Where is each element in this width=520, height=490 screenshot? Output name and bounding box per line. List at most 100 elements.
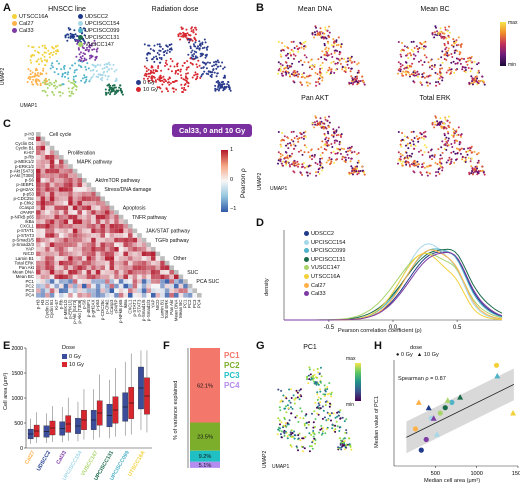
heatmap-col-label: IkBa	[123, 299, 128, 308]
heatmap-cell	[40, 187, 46, 192]
umap-point	[416, 70, 419, 73]
heatmap-cell	[178, 288, 184, 293]
umap-point	[354, 168, 357, 171]
umap-point	[165, 44, 168, 47]
umap-point	[459, 58, 462, 61]
heatmap-cell	[40, 247, 46, 252]
umap-point	[297, 437, 300, 440]
heatmap-cell	[128, 279, 133, 284]
heatmap-row-label: p-STAT3	[17, 233, 34, 238]
umap-point	[39, 84, 42, 87]
heatmap-cell	[36, 279, 41, 284]
heatmap-cell	[109, 210, 115, 215]
umap-point	[95, 75, 98, 78]
heatmap-cell	[68, 288, 73, 293]
umap-point	[330, 393, 332, 396]
umap-point	[317, 396, 320, 399]
umap-point	[293, 171, 296, 174]
heatmap-col-label: p-STAT1	[132, 299, 137, 316]
umap-point	[90, 44, 93, 47]
heatmap-cell	[146, 251, 151, 257]
umap-point	[71, 87, 74, 90]
umap-point	[448, 156, 451, 159]
heatmap-cell	[36, 150, 41, 155]
umap-point	[303, 54, 306, 57]
heatmap-cell	[95, 205, 101, 211]
heatmap-row-label: p-H3	[24, 132, 34, 137]
umap-point	[356, 153, 359, 156]
umap-point	[327, 418, 329, 421]
umap-point	[399, 53, 402, 56]
heatmap-cell	[146, 270, 151, 275]
heatmap-col-label: p-STAT3	[137, 299, 142, 316]
heatmap-cell	[54, 283, 59, 289]
umap-point	[80, 32, 83, 35]
heatmap-cell	[63, 237, 69, 243]
umap-point	[292, 40, 295, 43]
umap-point	[61, 83, 64, 86]
umap-point	[431, 122, 434, 125]
umap-point	[303, 423, 306, 425]
heatmap-cell	[63, 173, 69, 178]
umap-point	[350, 448, 353, 451]
umap-point	[441, 79, 444, 82]
umap-point	[39, 57, 42, 60]
heatmap-cell	[54, 279, 59, 284]
umap-point	[217, 61, 220, 64]
heatmap-col-label: NICD	[155, 300, 160, 311]
umap-point	[315, 26, 317, 29]
heatmap-cell	[114, 293, 119, 298]
umap-point	[332, 60, 335, 63]
umap-point	[455, 57, 458, 60]
umap-point	[330, 143, 333, 145]
heatmap-cell	[91, 214, 96, 220]
heatmap-cell	[155, 288, 161, 293]
umap-point	[181, 27, 184, 30]
umap-point	[337, 148, 340, 151]
umap-point	[325, 136, 328, 139]
heatmap-cell	[63, 196, 69, 201]
heatmap-cell	[160, 256, 165, 261]
umap-point	[118, 86, 121, 89]
heatmap-cell	[123, 283, 128, 289]
heatmap-cell	[95, 233, 101, 238]
umap-point	[290, 433, 293, 436]
umap-point	[456, 152, 459, 155]
heatmap-cell	[114, 228, 119, 234]
umap-point	[292, 435, 295, 438]
colorbar-pearson	[221, 150, 228, 212]
umap-point	[41, 44, 44, 47]
umap-point	[327, 54, 330, 57]
umap-point	[330, 391, 333, 394]
heatmap-cell	[128, 256, 133, 261]
heatmap-cell	[49, 288, 55, 293]
umap-point	[399, 143, 402, 146]
umap-point	[316, 393, 319, 396]
umap-point	[84, 80, 87, 83]
umap-point	[435, 174, 438, 177]
heatmap-cell	[137, 279, 142, 284]
umap-point	[340, 441, 343, 444]
heatmap-cell	[86, 219, 92, 224]
umap-point	[194, 45, 197, 48]
heatmap-cell	[118, 274, 124, 280]
umap-point	[299, 388, 302, 391]
umap-point	[420, 59, 422, 62]
heatmap-cell	[100, 228, 105, 234]
umap-point	[448, 25, 450, 28]
umap-point	[215, 81, 218, 84]
legend-e-item-swatch	[62, 354, 67, 360]
scatter-point-triangle	[494, 372, 501, 379]
heatmap-cell	[68, 182, 73, 188]
heatmap-cell	[114, 237, 119, 243]
umap-point	[477, 62, 480, 64]
umap-point	[336, 140, 339, 142]
umap-point	[344, 66, 347, 69]
umap-point	[468, 146, 471, 149]
umap-point	[292, 50, 295, 53]
umap-point	[31, 75, 34, 78]
umap-point	[412, 53, 415, 56]
axis-umap1-g: UMAP1	[272, 464, 290, 470]
umap-point	[286, 154, 289, 157]
umap-point	[443, 126, 446, 129]
